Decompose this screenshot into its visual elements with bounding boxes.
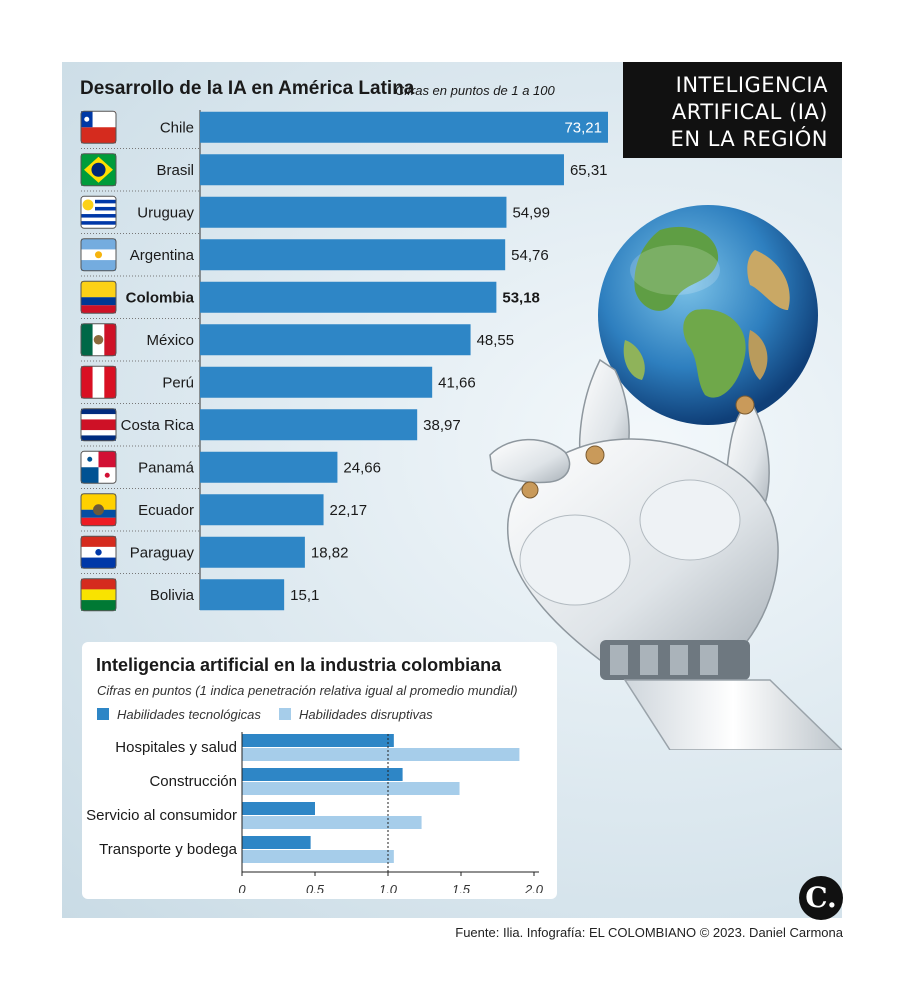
bar-value-panama: 24,66 xyxy=(343,459,381,476)
x-tick-label: 0,5 xyxy=(306,882,325,893)
bar-mexico xyxy=(200,324,471,356)
industry-chart-subtitle: Cifras en puntos (1 indica penetración r… xyxy=(97,683,518,698)
bar-label-argentina: Argentina xyxy=(130,247,195,264)
bar-value-colombia: 53,18 xyxy=(502,289,540,306)
bar-label-bolivia: Bolivia xyxy=(150,587,195,604)
mexico-flag-icon xyxy=(80,323,117,357)
bar-colombia xyxy=(200,281,497,313)
bar-value-costa-rica: 38,97 xyxy=(423,417,461,434)
bar-argentina xyxy=(200,239,506,271)
bar-value-mexico: 48,55 xyxy=(477,332,515,349)
industry-label-hospitales-y-salud: Hospitales y salud xyxy=(115,739,237,756)
bar-value-ecuador: 22,17 xyxy=(330,502,368,519)
header-line-3: EN LA REGIÓN xyxy=(670,127,828,151)
panama-flag-icon xyxy=(80,450,117,484)
industry-bar-chart: Hospitales y salud Construcción Servicio a… xyxy=(86,732,544,893)
bar-label-brasil: Brasil xyxy=(156,162,194,179)
bar-costa-rica xyxy=(200,409,418,441)
legend-swatch-dark xyxy=(97,708,109,720)
bar-label-mexico: México xyxy=(146,332,194,349)
bar-paraguay xyxy=(200,536,305,568)
legend-item-disruptivas: Habilidades disruptivas xyxy=(279,705,433,723)
bar-uruguay xyxy=(200,196,507,228)
argentina-flag-icon xyxy=(80,238,117,272)
latam-ai-bar-chart: Chile 73,21 Brasil 65,31 Uruguay 54,99 Argenti… xyxy=(80,110,608,612)
chile-flag-icon xyxy=(80,110,117,144)
bar-ecuador xyxy=(200,494,324,526)
legend-label-disruptivas: Habilidades disruptivas xyxy=(299,706,433,722)
colombia-flag-icon xyxy=(80,280,117,314)
industry-label-construccion: Construcción xyxy=(149,773,237,790)
x-tick-label: 1,5 xyxy=(452,882,471,893)
x-tick-label: 0 xyxy=(238,882,246,893)
bar-tecnologicas-servicio-al-consumidor xyxy=(242,802,315,815)
bar-chile xyxy=(200,111,608,143)
peru-flag-icon xyxy=(80,365,117,399)
bolivia-flag-icon xyxy=(80,578,117,612)
header-title-box: INTELIGENCIA ARTIFICAL (IA) EN LA REGIÓN xyxy=(623,62,842,158)
brazil-flag-icon xyxy=(80,153,117,187)
bar-label-costa-rica: Costa Rica xyxy=(121,417,195,434)
bar-label-chile: Chile xyxy=(160,119,194,136)
bar-bolivia xyxy=(200,579,285,611)
bar-value-brasil: 65,31 xyxy=(570,162,608,179)
paraguay-flag-icon xyxy=(80,535,117,569)
bar-value-uruguay: 54,99 xyxy=(512,204,550,221)
bar-label-colombia: Colombia xyxy=(126,289,195,306)
bar-brasil xyxy=(200,154,564,186)
bar-value-peru: 41,66 xyxy=(438,374,476,391)
bar-value-chile: 73,21 xyxy=(564,119,602,136)
bar-disruptivas-servicio-al-consumidor xyxy=(242,816,422,829)
bar-panama xyxy=(200,451,338,483)
uruguay-flag-icon xyxy=(80,195,117,229)
bar-tecnologicas-transporte-y-bodega xyxy=(242,836,311,849)
legend-swatch-light xyxy=(279,708,291,720)
bar-label-peru: Perú xyxy=(162,374,194,391)
bar-value-paraguay: 18,82 xyxy=(311,544,349,561)
bar-label-paraguay: Paraguay xyxy=(130,544,195,561)
ecuador-flag-icon xyxy=(80,493,117,527)
main-chart-title: Desarrollo de la IA en América Latina xyxy=(80,78,415,99)
el-colombiano-logo: C. xyxy=(799,876,843,920)
legend-item-tecnologicas: Habilidades tecnológicas xyxy=(97,705,261,723)
bar-disruptivas-construccion xyxy=(242,782,460,795)
bar-label-panama: Panamá xyxy=(138,459,195,476)
robot-hand-globe-illustration xyxy=(489,205,842,750)
bar-tecnologicas-hospitales-y-salud xyxy=(242,734,394,747)
bar-label-uruguay: Uruguay xyxy=(137,204,194,221)
bar-disruptivas-transporte-y-bodega xyxy=(242,850,394,863)
bar-tecnologicas-construccion xyxy=(242,768,403,781)
legend-label-tecnologicas: Habilidades tecnológicas xyxy=(117,706,261,722)
costa-rica-flag-icon xyxy=(80,408,117,442)
bar-disruptivas-hospitales-y-salud xyxy=(242,748,520,761)
industry-label-servicio-al-consumidor: Servicio al consumidor xyxy=(86,807,237,824)
header-line-2: ARTIFICAL (IA) xyxy=(671,100,828,124)
source-credit: Fuente: Ilia. Infografía: EL COLOMBIANO … xyxy=(455,925,843,940)
x-tick-label: 2,0 xyxy=(524,882,544,893)
bar-value-argentina: 54,76 xyxy=(511,247,549,264)
bar-label-ecuador: Ecuador xyxy=(138,502,194,519)
bar-peru xyxy=(200,366,433,398)
bar-value-bolivia: 15,1 xyxy=(290,587,319,604)
header-line-1: INTELIGENCIA xyxy=(675,73,828,97)
industry-label-transporte-y-bodega: Transporte y bodega xyxy=(99,841,238,858)
main-chart-subtitle: Cifras en puntos de 1 a 100 xyxy=(395,83,555,98)
industry-chart-title: Inteligencia artificial en la industria … xyxy=(96,655,502,675)
x-tick-label: 1,0 xyxy=(379,882,398,893)
